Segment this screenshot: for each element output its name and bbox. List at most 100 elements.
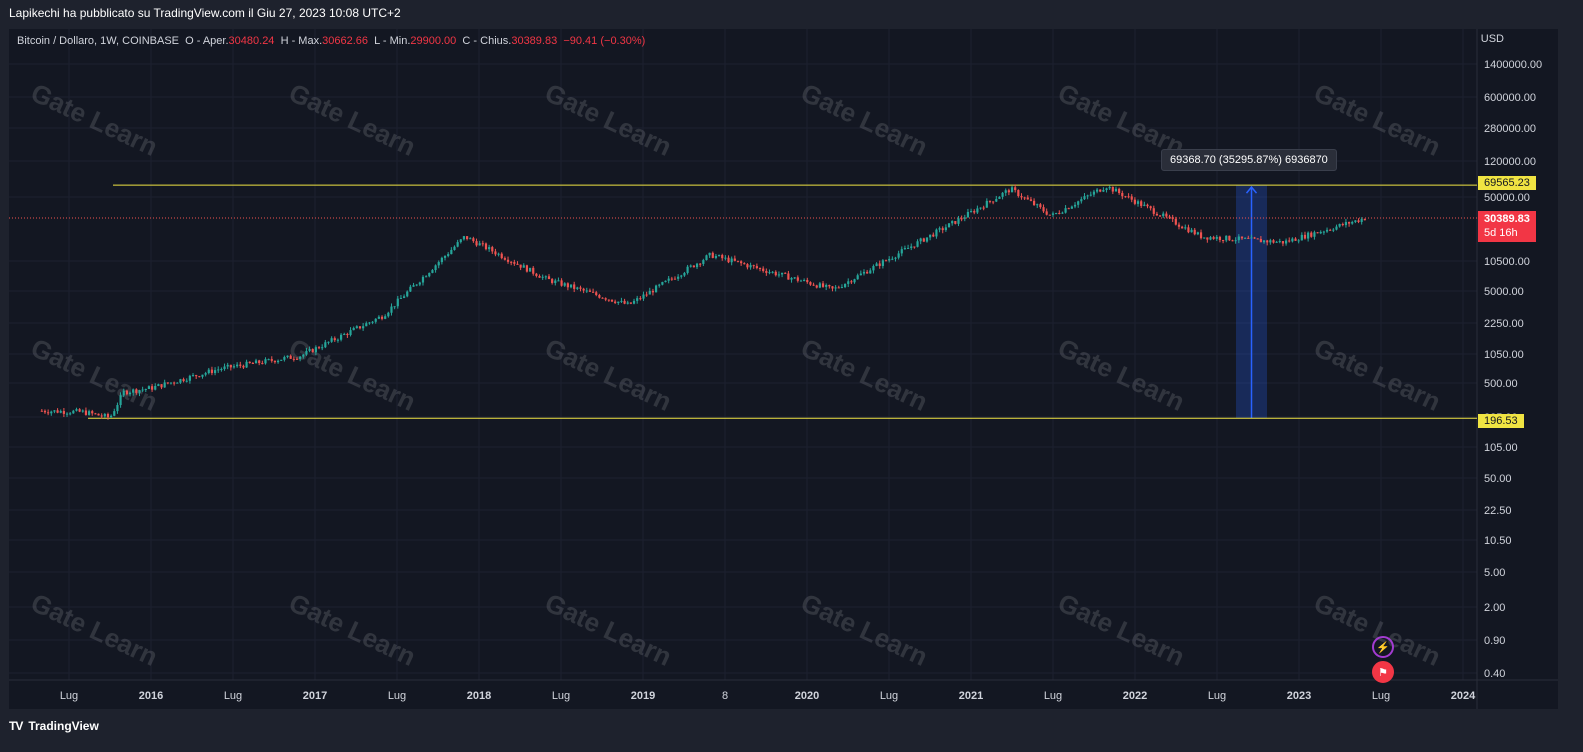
candle-body <box>358 326 362 329</box>
y-tick-label: 50.00 <box>1484 473 1512 485</box>
candle-body <box>711 252 714 258</box>
low-value: 29900.00 <box>410 35 457 47</box>
candle-body <box>169 382 173 384</box>
watermark-text: Gate Learn <box>796 332 932 417</box>
candle-body <box>815 285 818 288</box>
candle-body <box>654 285 658 293</box>
candle-body <box>1023 197 1026 199</box>
candle-body <box>1329 229 1332 231</box>
candle-body <box>409 286 412 292</box>
candle-body <box>210 369 214 374</box>
candle-body <box>81 410 84 412</box>
candle-body <box>141 389 144 391</box>
candle-body <box>368 322 371 324</box>
candle-body <box>229 364 232 368</box>
candle-body <box>872 266 875 271</box>
candle-body <box>380 316 384 319</box>
symbol-title[interactable]: Bitcoin / Dollaro, 1W, COINBASE <box>17 35 179 47</box>
candle-body <box>768 272 771 274</box>
candle-body <box>825 284 828 287</box>
candle-body <box>1051 213 1055 215</box>
candle-body <box>443 255 447 258</box>
candle-body <box>749 265 752 268</box>
x-tick-label: Lug <box>880 690 898 702</box>
candle-body <box>236 364 239 367</box>
y-tick-label: 1400000.00 <box>1484 59 1542 71</box>
candle-body <box>469 238 472 240</box>
candle-body <box>450 249 453 255</box>
candle-body <box>314 347 317 353</box>
candle-body <box>299 356 302 359</box>
candle-body <box>198 376 201 378</box>
candle-body <box>636 298 639 301</box>
candle-body <box>853 279 856 283</box>
candle-body <box>645 294 648 296</box>
candle-body <box>828 284 831 287</box>
candle-body <box>595 292 598 295</box>
candle-body <box>1118 188 1121 193</box>
lower-level-tag: 196.53 <box>1478 414 1524 428</box>
candle-body <box>1029 199 1033 201</box>
candle-body <box>1177 224 1181 227</box>
chart-area[interactable]: 1400000.00 600000.00 280000.00 120000.00 500… <box>9 29 1558 709</box>
candle-body <box>69 413 72 415</box>
x-tick-label: 2017 <box>303 690 327 702</box>
y-tick-label: 105.00 <box>1484 442 1518 454</box>
candle-body <box>346 333 349 336</box>
candle-body <box>472 238 475 242</box>
candle-body <box>582 288 585 291</box>
candle-body <box>1256 238 1259 240</box>
candle-body <box>62 411 65 414</box>
candle-body <box>336 339 340 341</box>
candle-body <box>903 248 907 250</box>
candle-body <box>425 276 428 278</box>
candle-body <box>947 223 951 228</box>
candle-body <box>106 413 110 418</box>
candle-body <box>97 413 100 416</box>
candle-body <box>843 283 847 288</box>
candle-body <box>1253 237 1256 239</box>
candle-body <box>447 254 450 256</box>
candle-body <box>302 354 305 357</box>
candle-body <box>150 386 154 390</box>
lightning-icon[interactable]: ⚡ <box>1372 636 1394 658</box>
candle-body <box>1354 220 1357 222</box>
us-flag-icon[interactable]: ⚑ <box>1372 661 1394 683</box>
candle-body <box>377 316 380 319</box>
y-tick-label: 500.00 <box>1484 378 1518 390</box>
candle-body <box>963 217 966 219</box>
candle-body <box>488 247 491 250</box>
candle-body <box>888 258 891 261</box>
candle-body <box>576 287 579 289</box>
candle-body <box>784 272 787 274</box>
candle-body <box>94 413 97 415</box>
candle-body <box>478 243 481 246</box>
currency-label[interactable]: USD <box>1480 33 1504 45</box>
candle-body <box>1228 235 1231 241</box>
candle-body <box>406 291 409 297</box>
symbol-legend: Bitcoin / Dollaro, 1W, COINBASE O - Aper… <box>17 35 645 47</box>
close-value: 30389.83 <box>511 35 558 47</box>
candle-body <box>1250 237 1253 239</box>
candle-body <box>708 252 711 256</box>
candle-body <box>217 369 220 371</box>
candle-body <box>557 280 560 282</box>
candle-body <box>717 255 721 257</box>
candle-body <box>182 379 185 382</box>
y-tick-label: 600000.00 <box>1484 92 1536 104</box>
candle-body <box>1291 238 1294 242</box>
price-chart[interactable]: 1400000.00 600000.00 280000.00 120000.00 500… <box>9 29 1558 709</box>
candle-body <box>560 280 563 286</box>
candle-body <box>270 359 273 361</box>
watermark-text: Gate Learn <box>796 587 932 672</box>
candle-body <box>951 221 954 224</box>
tradingview-logo-icon: TV <box>9 719 23 733</box>
candle-body <box>884 260 888 262</box>
current-price-tag: 30389.83 5d 16h <box>1478 211 1536 242</box>
candle-body <box>966 211 970 218</box>
x-tick-label: 2019 <box>631 690 655 702</box>
candle-body <box>856 275 859 280</box>
footer-brand[interactable]: TV TradingView <box>9 719 99 733</box>
candle-body <box>1032 200 1036 206</box>
candle-body <box>680 275 683 277</box>
